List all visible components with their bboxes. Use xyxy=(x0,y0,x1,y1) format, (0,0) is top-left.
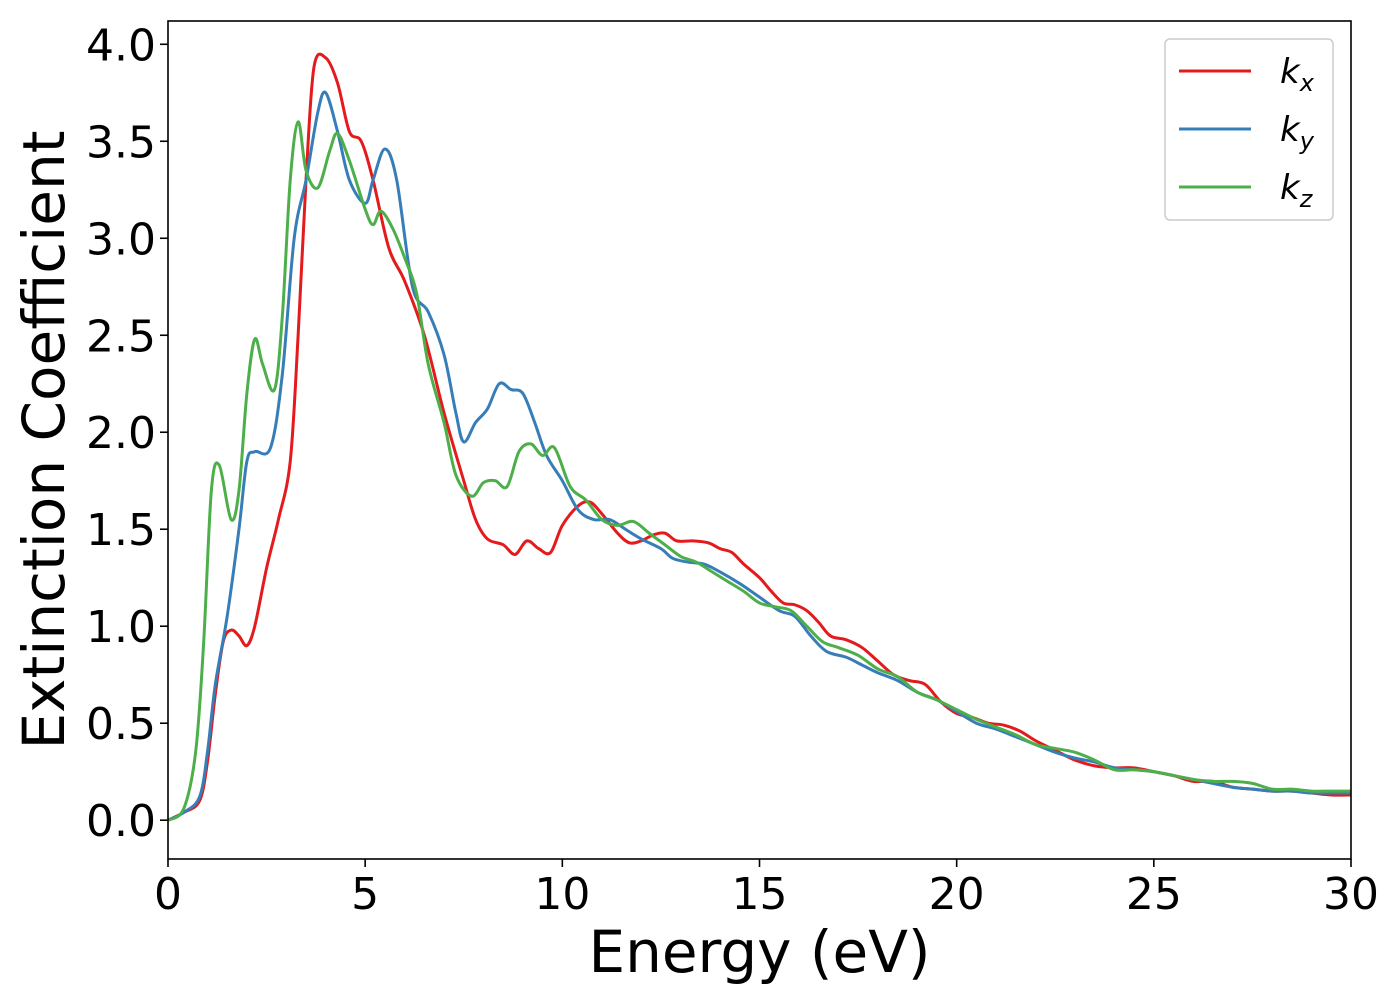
x-tick-label: 20 xyxy=(929,869,985,920)
y-tick-label: 0.0 xyxy=(86,796,156,847)
x-tick-label: 30 xyxy=(1323,869,1379,920)
legend-item-k-y: ky xyxy=(1179,110,1315,155)
y-tick-label: 3.0 xyxy=(86,214,156,265)
legend-label: kz xyxy=(1280,168,1314,213)
x-tick-label: 15 xyxy=(732,869,788,920)
legend-label: ky xyxy=(1280,110,1315,155)
y-tick-label: 3.5 xyxy=(86,117,156,168)
series-line-k-y xyxy=(168,90,1351,822)
x-tick-label: 10 xyxy=(534,869,590,920)
y-tick-label: 4.0 xyxy=(86,20,156,71)
y-tick-label: 2.0 xyxy=(86,408,156,459)
y-axis-label: Extinction Coefficient xyxy=(10,131,78,750)
series-layer xyxy=(168,52,1351,822)
y-tick-label: 1.5 xyxy=(86,505,156,556)
legend: kx ky kz xyxy=(1164,38,1334,221)
x-tick-label: 0 xyxy=(154,869,182,920)
legend-item-k-z: kz xyxy=(1179,168,1314,213)
x-axis-label: Energy (eV) xyxy=(588,918,930,986)
series-line-k-z xyxy=(168,120,1351,822)
legend-label: kx xyxy=(1280,52,1315,97)
legend-item-k-x: kx xyxy=(1179,52,1315,97)
y-tick-label: 0.5 xyxy=(86,699,156,750)
x-tick-label: 5 xyxy=(351,869,379,920)
x-tick-label: 25 xyxy=(1126,869,1182,920)
ticks-layer: 0 5 10 15 20 25 30 0.0 0.5 1.0 1.5 2.0 2.5 3.0 3.5 4.0 xyxy=(86,20,1379,920)
y-tick-label: 2.5 xyxy=(86,311,156,362)
y-tick-label: 1.0 xyxy=(86,602,156,653)
series-line-k-x xyxy=(168,52,1351,822)
